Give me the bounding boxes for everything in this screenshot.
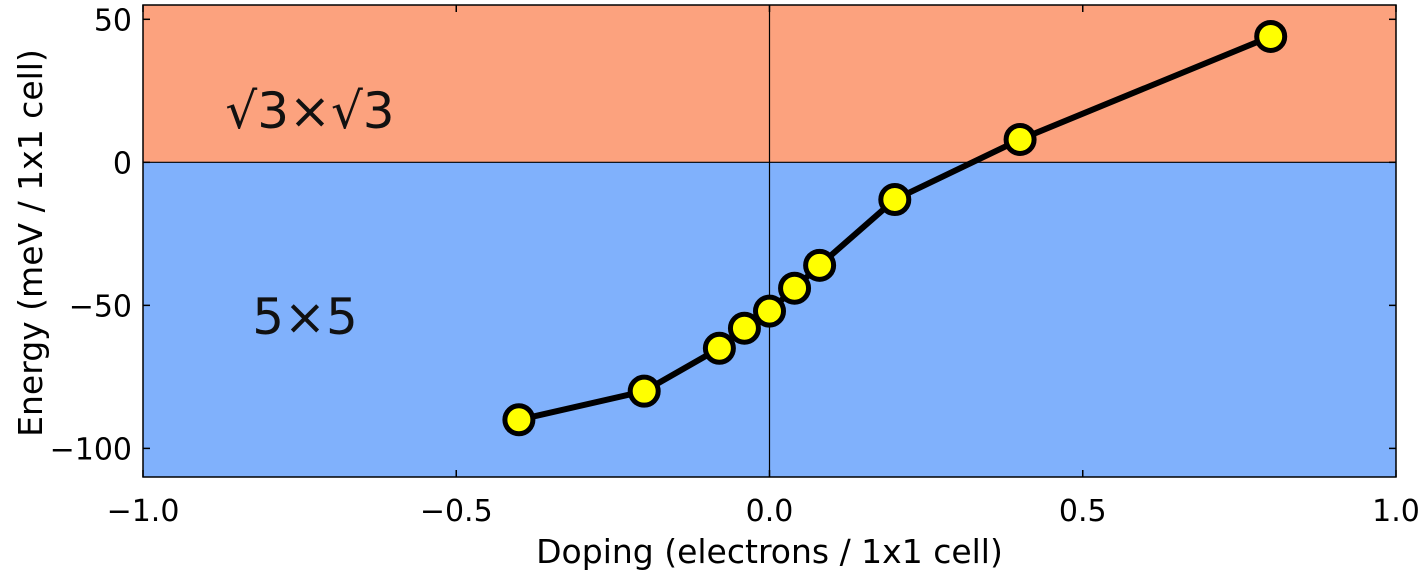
- data-point: [1254, 19, 1288, 53]
- data-series: [502, 19, 1288, 437]
- series-line: [518, 33, 1272, 423]
- x-tick-label: 1.0: [1372, 494, 1420, 529]
- x-tick-label: −1.0: [107, 494, 180, 529]
- data-point: [627, 374, 661, 408]
- x-tick-label: 0.5: [1059, 494, 1107, 529]
- region-label-0: √3×√3: [225, 82, 394, 140]
- y-tick-label: 50: [94, 3, 132, 38]
- data-point: [702, 331, 736, 365]
- region-label-1: 5×5: [252, 288, 358, 346]
- y-tick-label: 0: [113, 146, 132, 181]
- axis-ticks: −1.0 −0.5 0.0 0.5 1.0 −100 −50 0 50: [50, 3, 1420, 529]
- x-tick-label: −0.5: [420, 494, 493, 529]
- data-point: [1003, 122, 1037, 156]
- region-labels: √3×√3 5×5: [225, 82, 394, 346]
- data-point: [502, 403, 536, 437]
- x-axis-label: Doping (electrons / 1x1 cell): [536, 532, 1003, 571]
- x-tick-label: 0.0: [746, 494, 794, 529]
- reference-lines: [143, 5, 1396, 477]
- y-axis-label: Energy (meV / 1x1 cell): [11, 49, 50, 437]
- data-point: [727, 311, 761, 345]
- data-point: [878, 183, 912, 217]
- y-tick-label: −100: [50, 432, 132, 467]
- data-point: [778, 271, 812, 305]
- y-tick-label: −50: [69, 289, 132, 324]
- data-point: [803, 248, 837, 282]
- data-point: [753, 294, 786, 328]
